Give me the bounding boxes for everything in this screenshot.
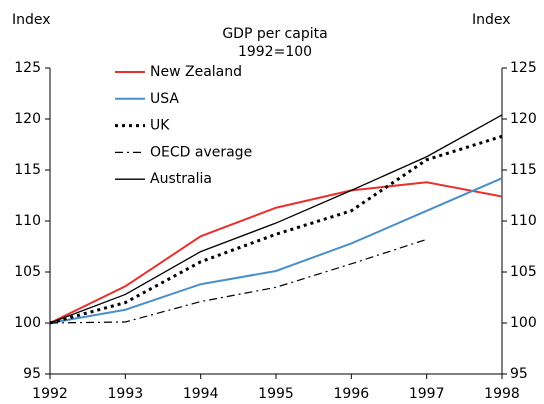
series-line (49, 181, 503, 324)
y-tick-label: 100 (14, 315, 41, 331)
series-line (49, 134, 503, 325)
series-line (49, 238, 427, 324)
y-tick-label: 110 (14, 213, 41, 229)
y-tick-label: 105 (14, 264, 41, 280)
legend-label: New Zealand (150, 64, 242, 80)
chart-title: GDP per capita (222, 26, 327, 42)
y2-tick-label: 125 (510, 60, 537, 76)
series-line (49, 177, 503, 324)
x-tick-label: 1993 (108, 386, 144, 402)
y-axis-label: Index (12, 12, 51, 28)
y2-tick-label: 115 (510, 162, 537, 178)
y2-axis-label: Index (472, 12, 511, 28)
y2-tick-label: 100 (510, 315, 537, 331)
chart-subtitle: 1992=100 (238, 44, 312, 60)
legend-label: OECD average (150, 144, 252, 160)
legend-label: Australia (150, 171, 212, 187)
y2-tick-label: 105 (510, 264, 537, 280)
y2-tick-label: 120 (510, 111, 537, 127)
legend-label: USA (150, 91, 179, 107)
series-line (49, 114, 503, 324)
x-tick-label: 1994 (183, 386, 219, 402)
y-tick-label: 120 (14, 111, 41, 127)
x-tick-label: 1996 (334, 386, 370, 402)
y-tick-label: 125 (14, 60, 41, 76)
x-tick-label: 1998 (484, 386, 520, 402)
y-tick-label: 115 (14, 162, 41, 178)
y2-tick-label: 110 (510, 213, 537, 229)
y2-tick-label: 95 (510, 366, 528, 382)
x-tick-label: 1992 (32, 386, 68, 402)
legend-label: UK (150, 118, 170, 134)
y-tick-label: 95 (23, 366, 41, 382)
x-tick-label: 1995 (258, 386, 294, 402)
x-tick-label: 1997 (409, 386, 445, 402)
